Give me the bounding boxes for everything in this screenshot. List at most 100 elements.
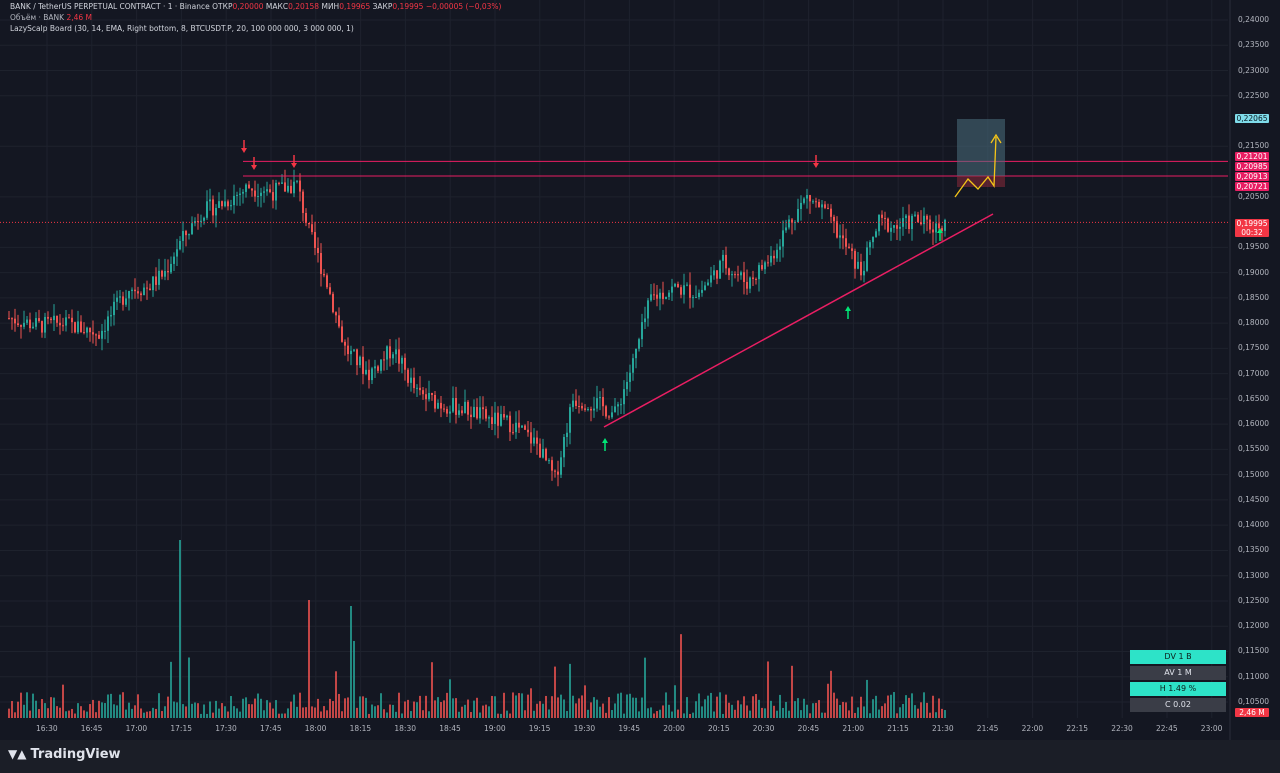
volume-bar [590, 702, 592, 718]
level-tag-1: 0,21201 [1235, 152, 1269, 161]
candle-body [866, 247, 868, 271]
candle-body [938, 223, 940, 229]
volume-bar [548, 709, 550, 718]
volume-bar [212, 712, 214, 718]
volume-bar [644, 657, 646, 718]
candle-body [14, 318, 16, 324]
price-tick-label: 0,13500 [1238, 545, 1270, 555]
candle-body [140, 293, 142, 296]
candle-body [401, 357, 403, 364]
volume-bar [224, 706, 226, 718]
candle-body [773, 255, 775, 259]
volume-bar [623, 713, 625, 718]
volume-bar [662, 705, 664, 718]
volume-bar [584, 685, 586, 718]
candle-body [776, 249, 778, 259]
time-tick-label: 17:30 [215, 724, 237, 733]
candle-body [44, 316, 46, 333]
time-tick-label: 22:45 [1156, 724, 1178, 733]
volume-bar [269, 702, 271, 718]
price-tick-label: 0,11000 [1238, 671, 1270, 681]
volume-bar [752, 696, 754, 718]
volume-bar [209, 701, 211, 718]
volume-bar [830, 670, 832, 718]
volume-bar [641, 697, 643, 718]
arrow-down-icon [241, 140, 247, 153]
volume-bar [824, 712, 826, 718]
candle-body [566, 432, 568, 438]
volume-bar [203, 704, 205, 718]
volume-bar [431, 662, 433, 718]
volume-bar [122, 692, 124, 718]
candle-body [419, 387, 421, 391]
volume-bar [497, 713, 499, 718]
price-tick-label: 0,16000 [1238, 419, 1270, 429]
volume-bar [509, 713, 511, 718]
time-tick-label: 17:45 [260, 724, 282, 733]
candle-body [524, 425, 526, 430]
volume-bar [707, 695, 709, 718]
candle-body [35, 318, 37, 327]
volume-bar [317, 698, 319, 718]
volume-bar [8, 708, 10, 718]
candle-body [116, 297, 118, 302]
candle-body [848, 246, 850, 249]
candle-body [17, 323, 19, 326]
candle-body [32, 326, 34, 329]
candle-body [242, 191, 244, 194]
candle-body [875, 231, 877, 237]
candle-body [326, 275, 328, 288]
volume-bar [248, 704, 250, 718]
candle-body [497, 412, 499, 426]
price-tick-label: 0,21500 [1238, 141, 1270, 151]
volume-bar [95, 712, 97, 718]
candle-body [404, 357, 406, 370]
volume-bar [695, 701, 697, 718]
price-tick-label: 0,18000 [1238, 318, 1270, 328]
time-tick-label: 19:00 [484, 724, 506, 733]
price-tick-label: 0,22500 [1238, 90, 1270, 100]
candle-body [458, 410, 460, 415]
volume-bar [374, 706, 376, 718]
candle-body [545, 448, 547, 461]
candle-body [839, 235, 841, 238]
candle-body [527, 429, 529, 433]
candle-body [233, 195, 235, 206]
candle-body [143, 287, 145, 296]
candle-body [455, 397, 457, 415]
candle-body [641, 322, 643, 340]
price-chart[interactable] [0, 0, 1280, 740]
candle-body [509, 415, 511, 433]
volume-bar [347, 697, 349, 718]
volume-bar [428, 711, 430, 718]
tradingview-logo[interactable]: ▼▲ TradingView [8, 747, 121, 762]
volume-bar [806, 704, 808, 718]
candle-body [590, 408, 592, 411]
indicator-legend[interactable]: LazyScalp Board (30, 14, EMA, Right bott… [10, 24, 354, 33]
volume-bar [296, 706, 298, 718]
volume-bar [710, 692, 712, 718]
candle-body [713, 270, 715, 276]
candle-body [164, 271, 166, 277]
volume-bar [893, 692, 895, 718]
volume-legend[interactable]: Объём · BANK 2,46 M [10, 13, 92, 22]
candle-body [704, 285, 706, 290]
volume-bar [755, 694, 757, 718]
volume-bar [314, 707, 316, 718]
volume-bar [842, 701, 844, 718]
price-tick-label: 0,17000 [1238, 368, 1270, 378]
volume-bar [281, 713, 283, 718]
tradingview-wordmark: TradingView [30, 747, 121, 762]
volume-bar [632, 697, 634, 718]
volume-bar [302, 707, 304, 718]
volume-bar [278, 713, 280, 718]
volume-bar [323, 706, 325, 718]
projection-path [954, 136, 997, 198]
volume-bar [881, 706, 883, 718]
volume-bar [161, 711, 163, 718]
volume-bar [704, 699, 706, 718]
candle-body [632, 358, 634, 373]
candle-body [539, 443, 541, 458]
candle-body [77, 321, 79, 333]
candle-body [170, 263, 172, 273]
